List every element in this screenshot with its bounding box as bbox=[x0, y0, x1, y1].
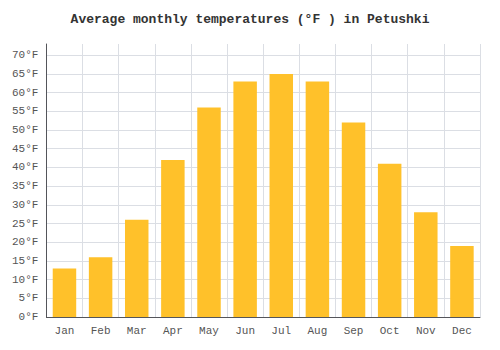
svg-text:Sep: Sep bbox=[344, 325, 364, 337]
svg-text:55°F: 55°F bbox=[12, 105, 38, 117]
svg-text:Mar: Mar bbox=[127, 325, 147, 337]
svg-text:70°F: 70°F bbox=[12, 49, 38, 61]
svg-text:30°F: 30°F bbox=[12, 199, 38, 211]
svg-text:Feb: Feb bbox=[91, 325, 111, 337]
svg-text:65°F: 65°F bbox=[12, 68, 38, 80]
svg-text:Aug: Aug bbox=[307, 325, 327, 337]
svg-text:0°F: 0°F bbox=[19, 311, 39, 323]
svg-text:Jan: Jan bbox=[55, 325, 75, 337]
svg-text:Oct: Oct bbox=[380, 325, 400, 337]
svg-text:5°F: 5°F bbox=[19, 292, 39, 304]
svg-text:50°F: 50°F bbox=[12, 124, 38, 136]
svg-text:10°F: 10°F bbox=[12, 274, 38, 286]
svg-text:Jul: Jul bbox=[271, 325, 291, 337]
svg-text:45°F: 45°F bbox=[12, 143, 38, 155]
svg-text:20°F: 20°F bbox=[12, 236, 38, 248]
svg-text:40°F: 40°F bbox=[12, 161, 38, 173]
svg-text:Jun: Jun bbox=[235, 325, 255, 337]
svg-text:May: May bbox=[199, 325, 219, 337]
svg-text:Dec: Dec bbox=[452, 325, 472, 337]
svg-text:35°F: 35°F bbox=[12, 180, 38, 192]
svg-text:Average monthly temperatures (: Average monthly temperatures (°F ) in Pe… bbox=[71, 12, 430, 27]
svg-text:60°F: 60°F bbox=[12, 87, 38, 99]
svg-text:15°F: 15°F bbox=[12, 255, 38, 267]
svg-text:25°F: 25°F bbox=[12, 218, 38, 230]
svg-text:Nov: Nov bbox=[416, 325, 436, 337]
svg-text:Apr: Apr bbox=[163, 325, 183, 337]
